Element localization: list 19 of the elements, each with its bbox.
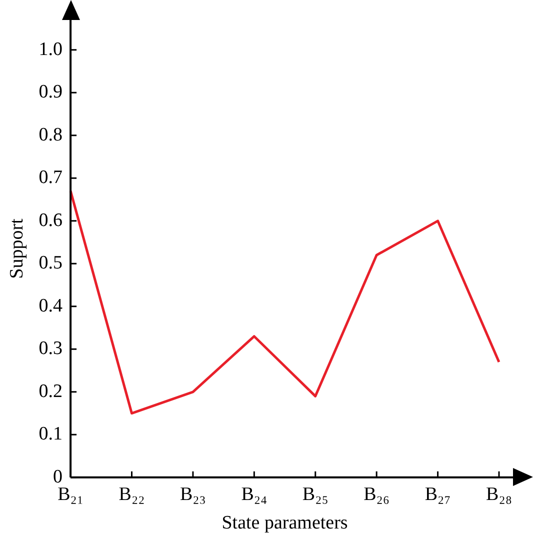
y-tick-label: 0.1 <box>38 424 63 445</box>
y-tick-label: 0.2 <box>38 380 63 402</box>
y-tick-label: 0.7 <box>38 167 63 188</box>
y-tick-label: 0.8 <box>38 124 63 146</box>
x-tick-label: B₂₆ <box>364 484 390 505</box>
y-tick-label: 0.3 <box>38 338 63 360</box>
y-axis-title: Support <box>6 218 28 279</box>
x-tick-label: B₂₄ <box>241 484 268 505</box>
y-tick-label: 0.4 <box>38 295 64 316</box>
y-tick-label: 1.0 <box>38 38 63 60</box>
y-tick-label: 0.6 <box>38 210 63 231</box>
x-tick-label: B₂₂ <box>118 484 145 505</box>
x-tick-label: B₂₈ <box>486 484 512 505</box>
x-tick-label: B₂₃ <box>180 484 206 505</box>
x-tick-label: B₂₅ <box>302 484 328 505</box>
y-tick-label: 0.5 <box>38 252 63 274</box>
y-tick-label: 0.9 <box>38 82 63 103</box>
x-axis-title: State parameters <box>222 512 348 534</box>
x-tick-label: B₂₇ <box>424 484 451 505</box>
